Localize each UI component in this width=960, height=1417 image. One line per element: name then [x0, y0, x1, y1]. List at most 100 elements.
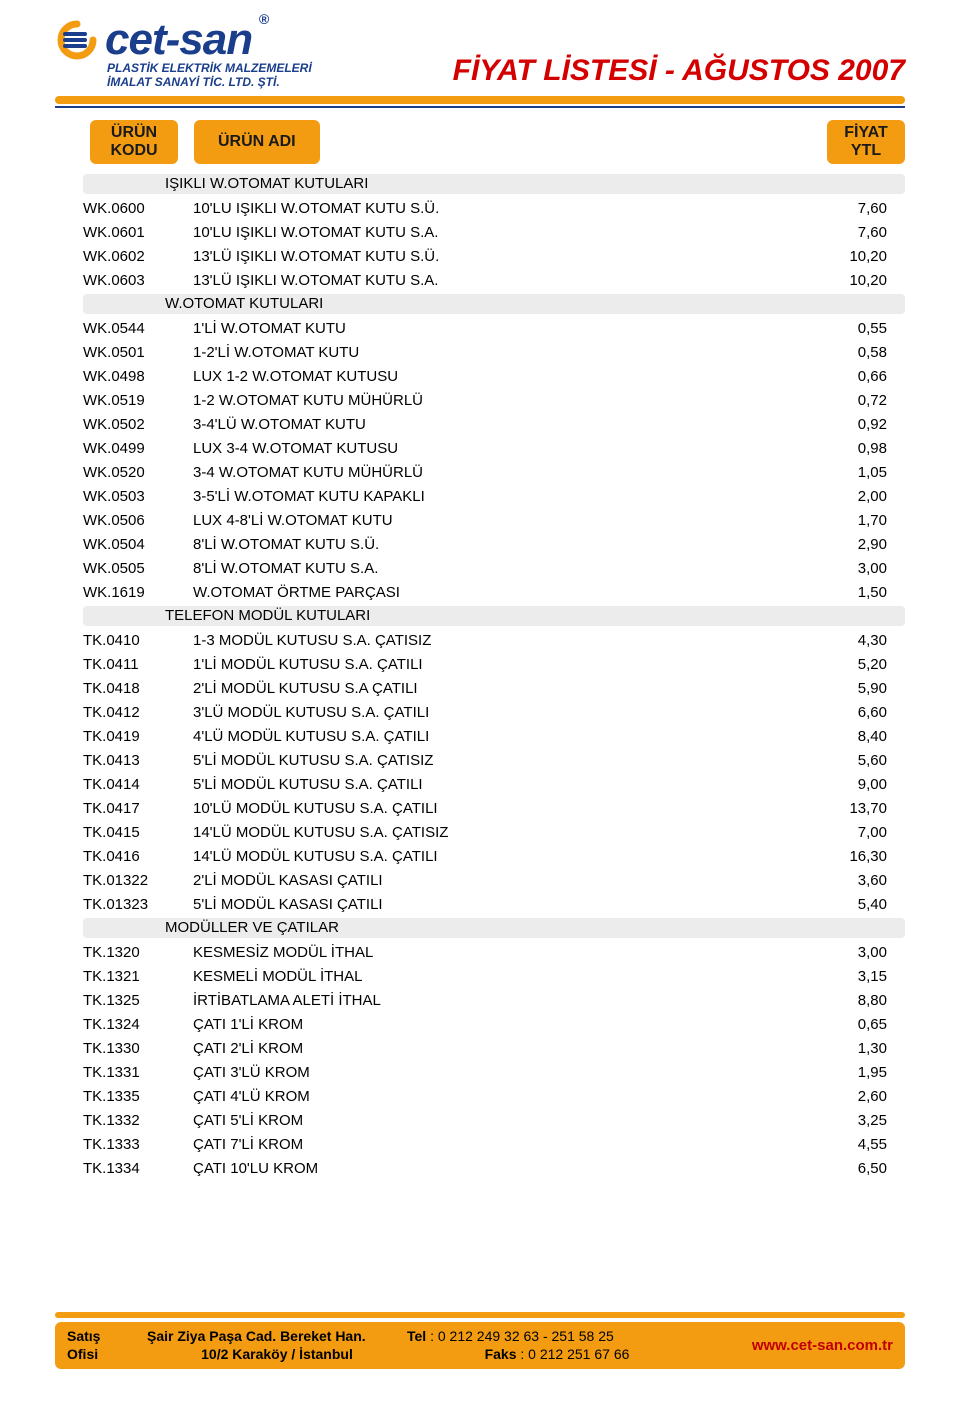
- footer-tel-value: : 0 212 249 32 63 - 251 58 25: [430, 1328, 614, 1344]
- item-row: WK.0499LUX 3-4 W.OTOMAT KUTUSU0,98: [83, 436, 905, 460]
- item-code: WK.0602: [83, 248, 193, 265]
- item-row: WK.05441'Lİ W.OTOMAT KUTU0,55: [83, 316, 905, 340]
- item-code: WK.0504: [83, 536, 193, 553]
- item-price: 0,58: [815, 344, 905, 361]
- logo-icon: [55, 18, 99, 62]
- item-row: TK.04135'Lİ MODÜL KUTUSU S.A. ÇATISIZ5,6…: [83, 748, 905, 772]
- item-price: 6,60: [815, 704, 905, 721]
- item-name: 8'Lİ W.OTOMAT KUTU S.Ü.: [193, 536, 815, 553]
- item-row: WK.05203-4 W.OTOMAT KUTU MÜHÜRLÜ1,05: [83, 460, 905, 484]
- item-name: 5'Lİ MODÜL KUTUSU S.A. ÇATISIZ: [193, 752, 815, 769]
- item-name: 1-3 MODÜL KUTUSU S.A. ÇATISIZ: [193, 632, 815, 649]
- item-row: WK.05058'Lİ W.OTOMAT KUTU S.A.3,00: [83, 556, 905, 580]
- item-name: LUX 1-2 W.OTOMAT KUTUSU: [193, 368, 815, 385]
- item-code: TK.0418: [83, 680, 193, 697]
- item-name: 13'LÜ IŞIKLI W.OTOMAT KUTU S.Ü.: [193, 248, 815, 265]
- section-bg: TELEFON MODÜL KUTULARI: [83, 606, 905, 626]
- col-kodu-l2: KODU: [110, 142, 157, 160]
- section-bg: IŞIKLI W.OTOMAT KUTULARI: [83, 174, 905, 194]
- footer-col-contact: Tel : 0 212 249 32 63 - 251 58 25 Faks :…: [407, 1328, 707, 1363]
- item-name: LUX 4-8'Lİ W.OTOMAT KUTU: [193, 512, 815, 529]
- item-price: 1,70: [815, 512, 905, 529]
- item-row: TK.1331ÇATI 3'LÜ KROM1,95: [83, 1060, 905, 1084]
- footer-fax-row: Faks : 0 212 251 67 66: [407, 1346, 707, 1364]
- item-price: 3,60: [815, 872, 905, 889]
- item-row: TK.04182'Lİ MODÜL KUTUSU S.A ÇATILI5,90: [83, 676, 905, 700]
- item-name: KESMESİZ MODÜL İTHAL: [193, 944, 815, 961]
- item-code: TK.01322: [83, 872, 193, 889]
- item-code: WK.0502: [83, 416, 193, 433]
- item-row: TK.041514'LÜ MODÜL KUTUSU S.A. ÇATISIZ7,…: [83, 820, 905, 844]
- item-price: 4,55: [815, 1136, 905, 1153]
- item-name: 3-4'LÜ W.OTOMAT KUTU: [193, 416, 815, 433]
- section-header: W.OTOMAT KUTULARI: [83, 292, 905, 316]
- item-row: TK.1321KESMELİ MODÜL İTHAL3,15: [83, 964, 905, 988]
- item-row: TK.1334ÇATI 10'LU KROM6,50: [83, 1156, 905, 1180]
- item-price: 3,25: [815, 1112, 905, 1129]
- col-adi: ÜRÜN ADI: [218, 133, 296, 151]
- item-price: 0,72: [815, 392, 905, 409]
- item-row: WK.060213'LÜ IŞIKLI W.OTOMAT KUTU S.Ü.10…: [83, 244, 905, 268]
- column-headers: ÜRÜN KODU ÜRÜN ADI FİYAT YTL: [55, 120, 905, 165]
- item-row: WK.1619W.OTOMAT ÖRTME PARÇASI1,50: [83, 580, 905, 604]
- logo-brand: cet-san®: [105, 18, 252, 62]
- footer-col-office: Satış Ofisi: [67, 1328, 147, 1363]
- item-price: 5,90: [815, 680, 905, 697]
- item-code: TK.1330: [83, 1040, 193, 1057]
- item-code: TK.0417: [83, 800, 193, 817]
- item-row: WK.0506LUX 4-8'Lİ W.OTOMAT KUTU1,70: [83, 508, 905, 532]
- item-row: WK.060313'LÜ IŞIKLI W.OTOMAT KUTU S.A.10…: [83, 268, 905, 292]
- item-row: TK.04194'LÜ MODÜL KUTUSU S.A. ÇATILI8,40: [83, 724, 905, 748]
- item-name: 3-4 W.OTOMAT KUTU MÜHÜRLÜ: [193, 464, 815, 481]
- item-price: 3,15: [815, 968, 905, 985]
- item-code: WK.0601: [83, 224, 193, 241]
- item-code: TK.0419: [83, 728, 193, 745]
- item-price: 0,66: [815, 368, 905, 385]
- item-code: WK.0505: [83, 560, 193, 577]
- item-name: ÇATI 2'Lİ KROM: [193, 1040, 815, 1057]
- item-name: 13'LÜ IŞIKLI W.OTOMAT KUTU S.A.: [193, 272, 815, 289]
- footer-tel-row: Tel : 0 212 249 32 63 - 251 58 25: [407, 1328, 707, 1346]
- footer-address-l2: 10/2 Karaköy / İstanbul: [147, 1346, 407, 1364]
- item-price: 5,60: [815, 752, 905, 769]
- item-code: TK.1334: [83, 1160, 193, 1177]
- item-name: 8'Lİ W.OTOMAT KUTU S.A.: [193, 560, 815, 577]
- item-price: 1,05: [815, 464, 905, 481]
- item-price: 5,40: [815, 896, 905, 913]
- item-row: WK.05033-5'Lİ W.OTOMAT KUTU KAPAKLI2,00: [83, 484, 905, 508]
- item-name: 14'LÜ MODÜL KUTUSU S.A. ÇATILI: [193, 848, 815, 865]
- col-kodu-l1: ÜRÜN: [111, 124, 157, 142]
- section-header: IŞIKLI W.OTOMAT KUTULARI: [83, 172, 905, 196]
- divider-orange-bottom: [55, 1312, 905, 1318]
- item-name: ÇATI 4'LÜ KROM: [193, 1088, 815, 1105]
- item-price: 0,65: [815, 1016, 905, 1033]
- item-code: TK.1324: [83, 1016, 193, 1033]
- header: cet-san® PLASTİK ELEKTRİK MALZEMELERİ İM…: [55, 18, 905, 90]
- col-header-kodu: ÜRÜN KODU: [90, 120, 178, 165]
- item-code: WK.0501: [83, 344, 193, 361]
- item-row: TK.1332ÇATI 5'Lİ KROM3,25: [83, 1108, 905, 1132]
- section-title: MODÜLLER VE ÇATILAR: [165, 919, 339, 936]
- item-name: 2'Lİ MODÜL KASASI ÇATILI: [193, 872, 815, 889]
- item-price: 0,55: [815, 320, 905, 337]
- item-code: TK.1325: [83, 992, 193, 1009]
- item-code: TK.1331: [83, 1064, 193, 1081]
- item-price: 0,92: [815, 416, 905, 433]
- list-body: IŞIKLI W.OTOMAT KUTULARIWK.060010'LU IŞI…: [55, 172, 905, 1180]
- item-name: 14'LÜ MODÜL KUTUSU S.A. ÇATISIZ: [193, 824, 815, 841]
- item-row: TK.1320KESMESİZ MODÜL İTHAL3,00: [83, 940, 905, 964]
- item-price: 4,30: [815, 632, 905, 649]
- footer: Satış Ofisi Şair Ziya Paşa Cad. Bereket …: [55, 1312, 905, 1369]
- item-code: TK.0411: [83, 656, 193, 673]
- item-name: 1-2 W.OTOMAT KUTU MÜHÜRLÜ: [193, 392, 815, 409]
- item-code: TK.1332: [83, 1112, 193, 1129]
- item-price: 7,60: [815, 224, 905, 241]
- item-code: TK.1333: [83, 1136, 193, 1153]
- item-price: 6,50: [815, 1160, 905, 1177]
- item-row: TK.041614'LÜ MODÜL KUTUSU S.A. ÇATILI16,…: [83, 844, 905, 868]
- item-price: 7,60: [815, 200, 905, 217]
- footer-fax-label: Faks: [485, 1346, 517, 1362]
- section-title: IŞIKLI W.OTOMAT KUTULARI: [165, 175, 368, 192]
- item-price: 13,70: [815, 800, 905, 817]
- item-row: TK.013235'Lİ MODÜL KASASI ÇATILI5,40: [83, 892, 905, 916]
